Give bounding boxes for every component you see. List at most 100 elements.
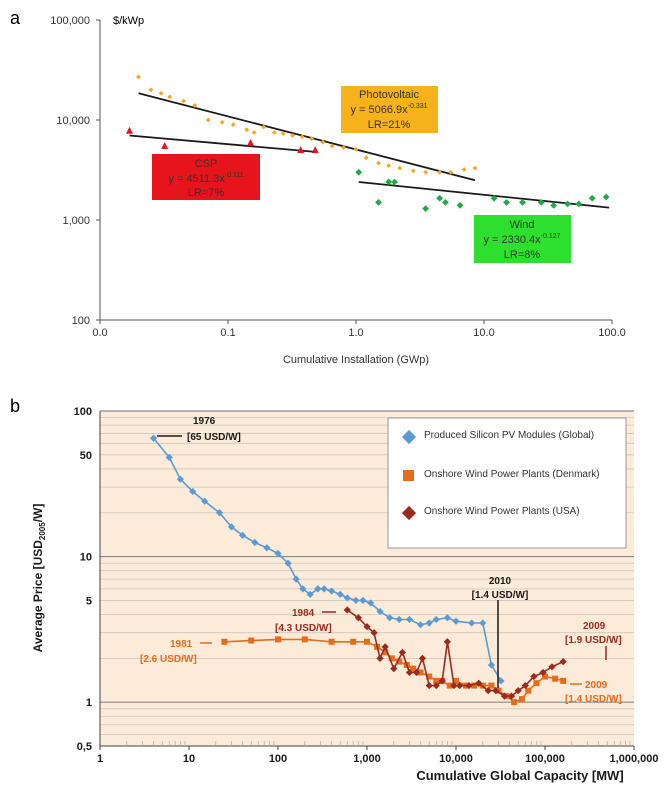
data-point-usa [381, 643, 389, 651]
data-point-csp [297, 146, 305, 154]
data-point-dk [350, 638, 357, 645]
data-point-usa [398, 648, 407, 656]
data-point-pv [149, 434, 158, 442]
data-point-pv [472, 165, 478, 171]
data-point-dk [426, 673, 433, 680]
data-point-dk [525, 687, 532, 694]
data-point-pv [192, 102, 198, 108]
wind-annotation-lr: LR=8% [504, 249, 541, 261]
panel-b-ylabel: Average Price [USD2005/W] [31, 504, 47, 653]
data-point-pv [468, 619, 476, 627]
pv-annotation-title: Photovoltaic [359, 89, 419, 101]
pv-equation-base: y = 5066.9x [350, 104, 408, 116]
data-point-pv [261, 124, 267, 130]
data-point-pv [329, 143, 335, 149]
data-point-wind [503, 198, 510, 206]
data-point-wind [385, 178, 393, 186]
data-point-pv [479, 619, 487, 627]
data-point-wind [456, 201, 464, 209]
panel-b: b 1 10 100 1,000 10,000 100,000 1,000,000 0,5 1 5… [10, 396, 658, 783]
annotation-2010-price: [1.4 USD/W] [472, 590, 529, 601]
data-point-pv [215, 509, 224, 517]
data-point-pv [299, 134, 305, 140]
data-point-pv [165, 453, 173, 462]
data-point-pv [148, 87, 154, 93]
panel-a-xlabel: Cumulative Installation (GWp) [283, 354, 429, 366]
data-point-dk [533, 680, 540, 687]
data-point-pv [397, 165, 403, 171]
data-point-wind [490, 194, 498, 202]
data-point-pv [386, 614, 394, 622]
annotation-1984-price: [4.3 USD/W] [275, 623, 332, 634]
data-point-dk [453, 677, 459, 684]
data-point-usa [539, 668, 547, 677]
legend-marker-pv [401, 429, 417, 445]
data-point-pv [425, 619, 433, 627]
data-point-usa [450, 681, 458, 690]
wind-annotation-box [474, 215, 571, 263]
fit-line-wind [358, 181, 610, 209]
data-point-wind [422, 205, 430, 213]
annotation-2009-usa-price: [1.9 USD/W] [565, 635, 622, 646]
data-point-wind [436, 194, 444, 202]
panel-b-y-tick-label: 10 [80, 552, 92, 564]
legend-marker-dk [403, 470, 414, 481]
data-point-pv [181, 98, 187, 104]
data-point-usa [443, 638, 451, 646]
annotation-1984: 1984 [4.3 USD/W] [275, 608, 336, 634]
data-point-dk [433, 677, 440, 684]
wind-annotation-title: Wind [509, 219, 534, 231]
data-point-wind [442, 198, 449, 206]
data-point-pv [497, 677, 505, 685]
panel-a-y-tick-label: 100,000 [50, 15, 90, 27]
panel-b-y-tick-label: 0,5 [77, 741, 92, 753]
annotation-1981: 1981 [2.6 USD/W] [140, 639, 212, 665]
data-point-usa [514, 687, 522, 695]
annotation-2010: 2010 [1.4 USD/W] [472, 576, 529, 688]
panel-a-label: a [10, 8, 21, 28]
panel-b-xlabel: Cumulative Global Capacity [MW] [416, 768, 623, 783]
csp-annotation-lr: LR=7% [188, 187, 225, 199]
data-point-dk [542, 673, 548, 680]
annotation-1976-price: [65 USD/W] [187, 432, 241, 443]
fit-line-csp [129, 134, 316, 153]
data-point-dk [328, 638, 335, 645]
data-point-pv [176, 475, 184, 483]
data-point-pv [452, 617, 460, 625]
data-point-dk [364, 638, 370, 645]
data-point-dk [446, 682, 453, 689]
data-point-pv [205, 117, 211, 123]
data-point-pv [299, 585, 307, 593]
data-point-pv [448, 169, 454, 175]
wind-equation-base: y = 2330.4x [483, 234, 541, 246]
panel-a: a $/kWp Cumulative Installation (GWp) 0.… [10, 8, 626, 366]
data-point-usa [492, 687, 500, 695]
csp-equation-exponent: -0.111 [225, 172, 244, 179]
data-point-usa [390, 665, 398, 673]
annotation-1984-year: 1984 [292, 608, 315, 619]
legend-label-dk: Onshore Wind Power Plants (Denmark) [424, 469, 600, 480]
data-point-dk [518, 696, 525, 703]
data-point-wind [391, 178, 398, 186]
data-point-pv [219, 119, 225, 125]
data-point-dk [560, 677, 567, 684]
data-point-usa [425, 681, 433, 690]
data-point-csp [161, 141, 169, 149]
data-point-pv [280, 131, 286, 137]
data-point-pv [201, 497, 209, 505]
data-point-usa [475, 679, 483, 687]
data-point-csp [247, 138, 255, 146]
panel-a-x-tick-label: 1.0 [348, 327, 363, 339]
data-point-pv [336, 590, 344, 598]
data-point-pv [352, 596, 360, 605]
data-point-usa [363, 623, 371, 631]
data-point-usa [412, 668, 421, 677]
legend-label-usa: Onshore Wind Power Plants (USA) [424, 506, 580, 517]
data-point-dk [275, 636, 281, 643]
panel-a-y-tick-label: 100 [72, 315, 90, 327]
legend-label-pv: Produced Silicon PV Modules (Global) [424, 430, 594, 441]
panel-a-x-tick-label: 0.0 [92, 327, 107, 339]
data-point-pv [461, 167, 467, 172]
data-point-pv [136, 74, 141, 80]
data-point-pv [443, 614, 451, 622]
